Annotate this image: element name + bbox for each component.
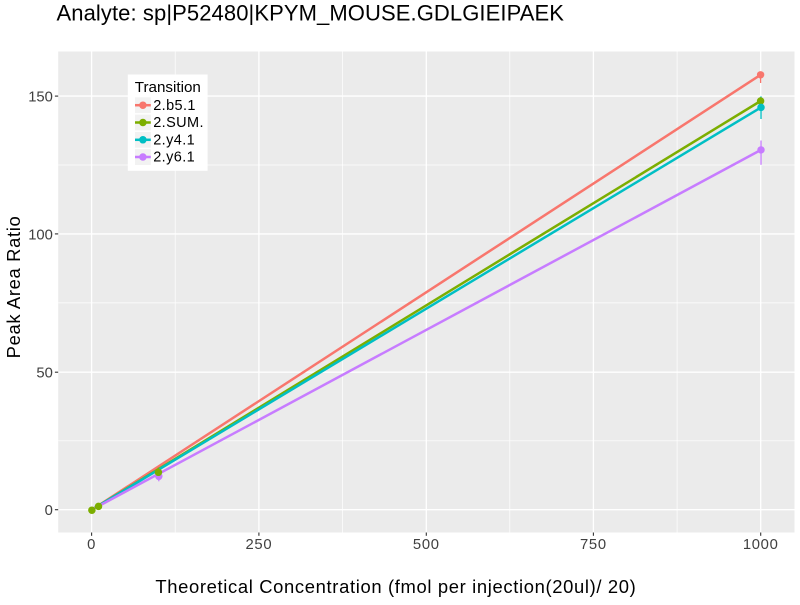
svg-text:0: 0 bbox=[87, 537, 96, 553]
svg-text:2.y4.1: 2.y4.1 bbox=[153, 132, 195, 148]
svg-text:2.SUM.: 2.SUM. bbox=[153, 115, 204, 131]
svg-text:150: 150 bbox=[28, 90, 53, 106]
svg-text:0: 0 bbox=[45, 503, 53, 519]
svg-text:100: 100 bbox=[28, 227, 53, 243]
svg-text:2.b5.1: 2.b5.1 bbox=[153, 98, 196, 114]
svg-text:1000: 1000 bbox=[743, 537, 779, 553]
svg-text:Peak Area Ratio: Peak Area Ratio bbox=[3, 216, 24, 359]
svg-text:Theoretical Concentration (fmo: Theoretical Concentration (fmol per inje… bbox=[155, 576, 636, 597]
svg-text:Transition: Transition bbox=[135, 79, 201, 96]
svg-text:2.y6.1: 2.y6.1 bbox=[153, 150, 195, 166]
svg-text:250: 250 bbox=[246, 537, 273, 553]
svg-text:750: 750 bbox=[580, 537, 607, 553]
svg-text:500: 500 bbox=[413, 537, 440, 553]
svg-text:Analyte: sp|P52480|KPYM_MOUSE.: Analyte: sp|P52480|KPYM_MOUSE.GDLGIEIPAE… bbox=[57, 1, 565, 26]
svg-text:50: 50 bbox=[36, 366, 52, 382]
